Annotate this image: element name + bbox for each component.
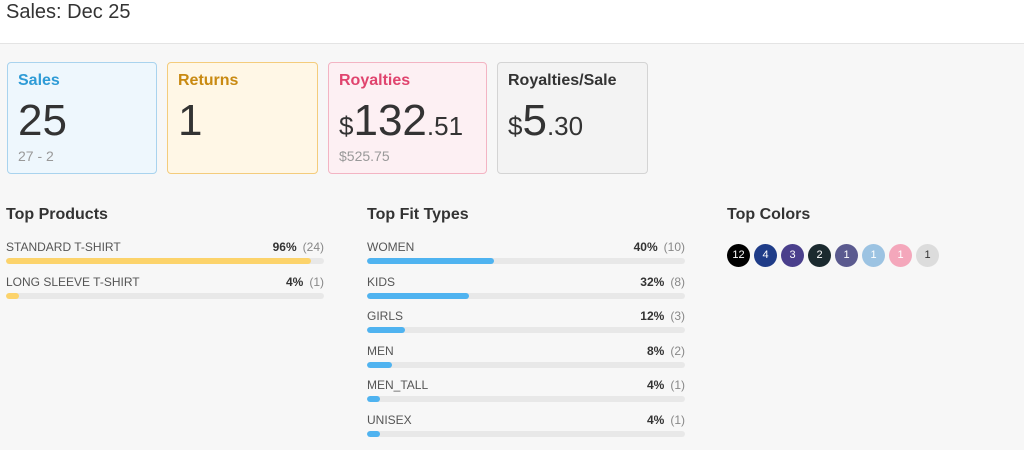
item-percent: 40% <box>633 240 658 254</box>
item-percent: 8% <box>646 343 665 358</box>
item-percent: 4% <box>646 378 665 393</box>
royalties-per-sale-cents: .30 <box>546 111 584 141</box>
royalties-value: $132.51 <box>339 93 463 154</box>
color-swatch: 1 <box>889 244 912 267</box>
color-swatch: 3 <box>781 244 804 267</box>
royalties-per-sale-card: Royalties/Sale $5.30 <box>497 62 648 174</box>
progress-fill <box>367 327 406 334</box>
list-item: WOMEN 40% (10) <box>367 240 685 268</box>
item-count: (1) <box>670 413 685 427</box>
item-stat: 12% (3) <box>640 309 685 323</box>
progress-track <box>367 292 685 299</box>
royalties-total: $525.75 <box>339 148 390 164</box>
item-count: (2) <box>670 343 685 358</box>
progress-track <box>367 396 685 403</box>
royalties-per-sale-value: $5.30 <box>508 93 583 154</box>
returns-value: 1 <box>178 96 203 145</box>
progress-fill <box>367 258 495 264</box>
item-stat: 32% (8) <box>640 275 685 289</box>
item-percent: 12% <box>640 309 665 324</box>
item-stat: 8% (2) <box>647 344 685 358</box>
list-item: MEN 8% (2) <box>367 344 685 372</box>
top-products-title: Top Products <box>6 206 108 223</box>
item-count: (8) <box>670 274 685 289</box>
progress-track <box>367 361 685 368</box>
progress-fill <box>367 361 393 368</box>
page-header: Sales: Dec 25 <box>0 0 1024 44</box>
list-item: GIRLS 12% (3) <box>367 309 685 337</box>
color-swatch: 2 <box>808 244 831 267</box>
royalties-currency: $ <box>339 111 354 141</box>
royalties-label: Royalties <box>339 72 411 89</box>
item-count: (3) <box>670 309 685 324</box>
progress-fill <box>367 292 469 299</box>
returns-label: Returns <box>178 72 239 89</box>
item-percent: 96% <box>272 240 297 254</box>
item-name: KIDS <box>367 274 396 289</box>
color-swatch: 12 <box>727 244 750 267</box>
item-name: WOMEN <box>367 240 415 254</box>
color-swatch: 1 <box>862 244 885 267</box>
item-name: MEN_TALL <box>367 378 429 393</box>
item-name: LONG SLEEVE T-SHIRT <box>6 275 140 289</box>
returns-card: Returns 1 <box>167 62 318 174</box>
item-stat: 4% (1) <box>647 413 685 427</box>
item-name: UNISEX <box>367 413 412 427</box>
progress-track <box>367 327 685 334</box>
item-count: (1) <box>309 275 324 289</box>
progress-fill <box>6 293 19 299</box>
royalties-per-sale-currency: $ <box>508 111 523 141</box>
item-name: MEN <box>367 343 394 358</box>
royalties-card: Royalties $132.51 $525.75 <box>328 62 487 174</box>
list-item: LONG SLEEVE T-SHIRT 4% (1) <box>6 275 324 303</box>
top-colors-title: Top Colors <box>727 206 811 223</box>
item-stat: 96% (24) <box>273 240 324 254</box>
list-item: KIDS 32% (8) <box>367 275 685 303</box>
progress-track <box>367 258 685 264</box>
item-name: GIRLS <box>367 309 404 324</box>
item-percent: 4% <box>646 413 665 427</box>
sales-breakdown: 27 - 2 <box>18 148 54 164</box>
color-swatch: 1 <box>835 244 858 267</box>
list-item: STANDARD T-SHIRT 96% (24) <box>6 240 324 268</box>
progress-fill <box>367 431 380 437</box>
item-count: (10) <box>663 240 685 254</box>
list-item: MEN_TALL 4% (1) <box>367 378 685 406</box>
top-fit-types-title: Top Fit Types <box>367 206 469 223</box>
progress-fill <box>6 258 312 264</box>
royalties-per-sale-whole: 5 <box>522 96 547 145</box>
sales-card: Sales 25 27 - 2 <box>7 62 157 174</box>
progress-track <box>367 431 685 437</box>
color-swatch: 1 <box>916 244 939 267</box>
sales-label: Sales <box>18 72 60 89</box>
royalties-per-sale-label: Royalties/Sale <box>508 72 617 89</box>
item-stat: 4% (1) <box>286 275 324 289</box>
progress-track <box>6 258 324 264</box>
item-stat: 40% (10) <box>634 240 685 254</box>
item-name: STANDARD T-SHIRT <box>6 240 121 254</box>
item-count: (1) <box>670 378 685 393</box>
item-stat: 4% (1) <box>647 378 685 392</box>
color-swatch: 4 <box>754 244 777 267</box>
top-colors-list: 12 4 3 2 1 1 1 1 <box>727 244 943 268</box>
royalties-whole: 132 <box>353 96 427 145</box>
list-item: UNISEX 4% (1) <box>367 413 685 441</box>
item-percent: 4% <box>285 275 304 289</box>
item-percent: 32% <box>640 274 665 289</box>
progress-track <box>6 293 324 299</box>
royalties-cents: .51 <box>426 111 464 141</box>
item-count: (24) <box>302 240 324 254</box>
progress-fill <box>367 396 380 403</box>
sales-value: 25 <box>18 96 67 145</box>
page-title: Sales: Dec 25 <box>6 1 131 23</box>
